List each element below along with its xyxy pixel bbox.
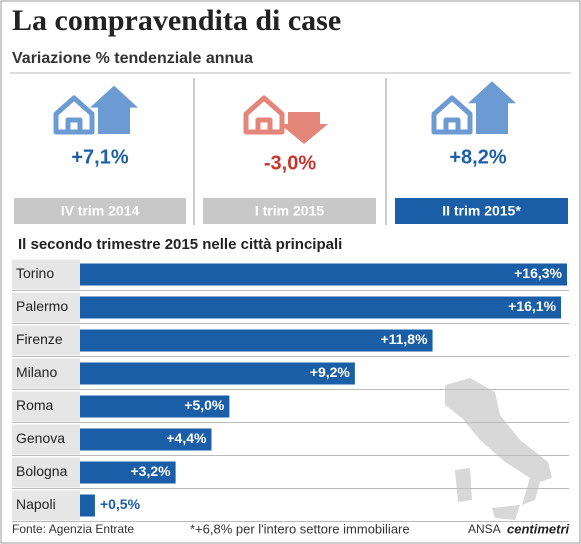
panel-value: -3,0% — [264, 152, 316, 174]
value-label: +16,3% — [514, 265, 562, 281]
row-label-bg — [12, 391, 80, 422]
chart-title: Il secondo trimestre 2015 nelle città pr… — [18, 236, 342, 253]
arrow — [468, 81, 516, 134]
house-icon — [431, 95, 473, 135]
bar — [80, 296, 562, 319]
value-label: +9,2% — [310, 364, 351, 380]
value-label: +4,4% — [166, 430, 207, 446]
category-label: Firenze — [16, 331, 63, 347]
value-label: +16,1% — [508, 298, 556, 314]
value-label: +3,2% — [131, 463, 172, 479]
period-box — [203, 198, 376, 224]
category-label: Genova — [16, 430, 65, 446]
bar — [80, 263, 567, 286]
category-label: Roma — [16, 397, 54, 413]
brand: centimetri — [507, 521, 570, 536]
arrow — [90, 85, 138, 134]
bar — [80, 395, 230, 418]
row-label-bg — [12, 457, 80, 488]
category-label: Napoli — [16, 496, 56, 512]
category-label: Milano — [16, 364, 57, 380]
map — [445, 378, 552, 520]
arrow — [280, 112, 328, 144]
bar — [80, 461, 176, 484]
source: Fonte: Agenzia Entrate — [12, 522, 134, 536]
row-label-bg — [12, 358, 80, 389]
brand: ANSA — [468, 522, 501, 536]
bar — [80, 362, 355, 385]
row-label-bg — [12, 424, 80, 455]
period-label: II trim 2015* — [442, 203, 521, 219]
category-label: Bologna — [16, 463, 68, 479]
bar — [80, 494, 95, 517]
panel-value: +8,2% — [449, 146, 506, 168]
row-label-bg — [12, 259, 80, 290]
panel-value: +7,1% — [71, 146, 128, 168]
value-label: +5,0% — [184, 397, 225, 413]
value-label: +0,5% — [100, 496, 141, 512]
subtitle: Variazione % tendenziale annua — [12, 50, 253, 67]
bar — [80, 329, 433, 352]
row-label-bg — [12, 292, 80, 323]
period-box — [395, 198, 568, 224]
category-label: Torino — [16, 265, 54, 281]
title: La compravendita di case — [12, 4, 341, 37]
bar — [80, 428, 212, 451]
house-icon — [53, 95, 95, 135]
period-box — [14, 198, 186, 224]
category-label: Palermo — [16, 298, 68, 314]
row-label-bg — [12, 490, 80, 521]
note: *+6,8% per l'intero settore immobiliare — [190, 521, 410, 536]
house-icon — [243, 95, 285, 135]
value-label: +11,8% — [380, 331, 428, 347]
row-label-bg — [12, 325, 80, 356]
period-label: IV trim 2014 — [61, 203, 140, 219]
period-label: I trim 2015 — [255, 203, 324, 219]
